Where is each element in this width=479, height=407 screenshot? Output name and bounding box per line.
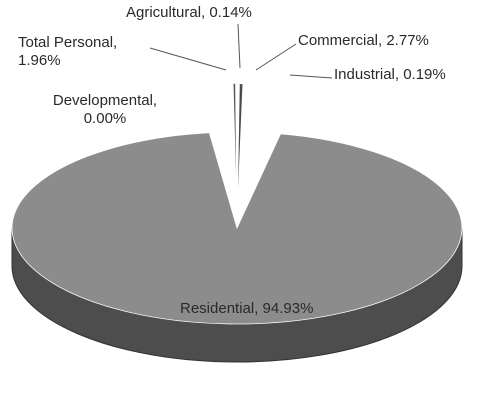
data-label: Developmental, 0.00% <box>52 92 158 127</box>
leader-lines <box>149 23 333 79</box>
pie-slice <box>11 132 463 325</box>
data-label: Residential, 94.93% <box>180 300 314 317</box>
leader-line <box>149 47 227 71</box>
leader-line <box>237 23 241 69</box>
pie-slice <box>236 83 244 221</box>
leader-line <box>255 43 297 71</box>
pie-slice <box>236 85 246 221</box>
data-label: Agricultural, 0.14% <box>126 4 252 21</box>
data-label: Commercial, 2.77% <box>298 32 429 49</box>
pie-slice <box>232 82 238 221</box>
pie <box>11 82 463 363</box>
data-label: Total Personal, 1.96% <box>18 34 118 69</box>
leader-line <box>289 74 333 79</box>
data-label: Industrial, 0.19% <box>334 66 446 83</box>
